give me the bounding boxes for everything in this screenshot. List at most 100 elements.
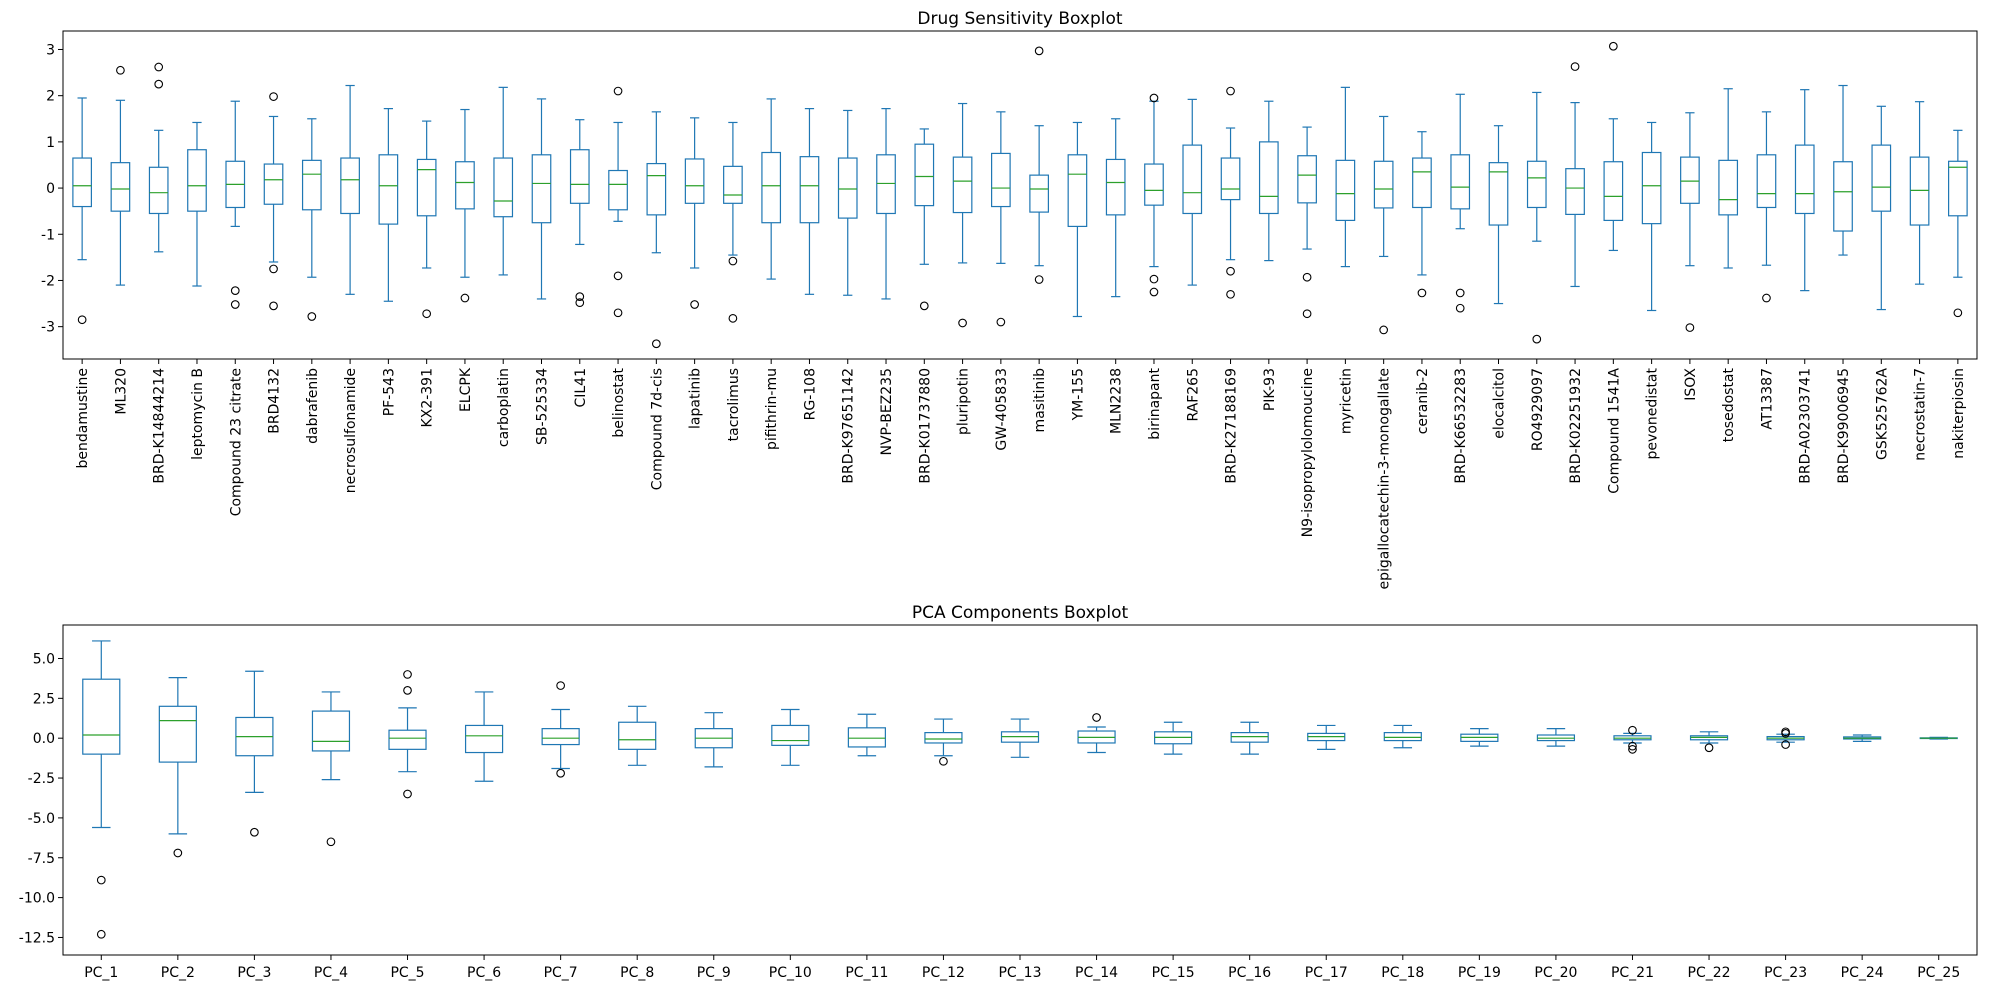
box-iqr — [1794, 144, 1815, 215]
x-tick-label: ISOX — [1683, 368, 1699, 401]
x-tick-label: PC_3 — [237, 965, 271, 981]
box-iqr — [799, 156, 820, 224]
y-tick-label: -12.5 — [19, 930, 55, 946]
outlier-point — [1608, 41, 1618, 51]
x-tick-label: dabrafenib — [305, 368, 321, 444]
outlier-point — [77, 315, 87, 325]
outlier-point — [1704, 743, 1714, 753]
x-tick-label: leptomycin B — [190, 368, 206, 460]
x-tick-label: BRD-A02303741 — [1798, 368, 1814, 484]
box-iqr — [1680, 156, 1700, 204]
box-iqr — [1488, 162, 1509, 226]
x-tick-label: PC_20 — [1534, 965, 1577, 981]
x-tick-label: PC_7 — [544, 965, 578, 981]
outlier-point — [403, 789, 412, 799]
drug-sensitivity-axes-frame — [62, 30, 1978, 360]
x-tick-label: bendamustine — [75, 368, 91, 469]
x-tick-label: necrosulfonamide — [343, 368, 359, 493]
box-iqr — [684, 158, 705, 204]
box-iqr — [723, 165, 743, 204]
box-iqr — [1412, 157, 1432, 209]
x-tick-label: PC_21 — [1611, 965, 1654, 981]
x-tick-label: BRD-K14844214 — [152, 368, 168, 484]
x-tick-label: PF-543 — [381, 368, 397, 416]
box-iqr — [187, 149, 207, 212]
x-tick-label: myricetin — [1338, 368, 1354, 434]
box-iqr — [455, 161, 475, 210]
outlier-point — [919, 301, 929, 311]
outlier-point — [1762, 293, 1771, 303]
outlier-point — [269, 301, 278, 311]
y-tick-label: 2 — [46, 89, 55, 105]
box-iqr — [72, 157, 92, 208]
outlier-point — [1149, 287, 1159, 297]
x-tick-label: PC_6 — [467, 965, 501, 981]
outlier-point — [1149, 93, 1159, 103]
x-tick-label: NVP-BEZ235 — [879, 368, 895, 456]
x-tick-label: PIK-93 — [1262, 368, 1278, 411]
pca-components-marks: -12.5 -10.0 -7.5 -5.0 -2.5 0.0 2.5 5.0 PC_1 PC_2 P… — [19, 640, 1960, 981]
box-iqr — [1948, 160, 1968, 217]
x-tick-label: AT13387 — [1759, 368, 1775, 430]
outlier-point — [1628, 741, 1637, 751]
outlier-point — [173, 848, 183, 858]
outlier-point — [613, 86, 623, 96]
box-iqr — [110, 162, 131, 212]
outlier-point — [1628, 725, 1637, 735]
x-tick-label: birinapant — [1147, 367, 1163, 439]
outlier-point — [1149, 274, 1159, 284]
outlier-point — [460, 293, 470, 303]
box-iqr — [1641, 151, 1662, 225]
x-tick-label: YM-155 — [1070, 368, 1086, 421]
x-tick-label: GW-405833 — [994, 368, 1010, 451]
box-iqr — [761, 151, 782, 224]
y-tick-label: -7.5 — [28, 851, 55, 867]
y-tick-label: 0.0 — [33, 731, 55, 747]
x-tick-label: ML320 — [113, 368, 129, 415]
x-tick-label: PC_10 — [769, 965, 812, 981]
x-tick-label: PC_8 — [620, 965, 654, 981]
outlier-point — [403, 686, 412, 695]
x-tick-label: PC_18 — [1381, 965, 1424, 981]
x-tick-label: PC_16 — [1228, 965, 1271, 981]
x-tick-label: BRD-K27188169 — [1224, 368, 1240, 484]
box-iqr — [1718, 159, 1739, 216]
x-tick-label: BRD-K66532283 — [1453, 368, 1469, 484]
box-iqr — [1565, 168, 1585, 216]
x-tick-label: GSK525762A — [1874, 368, 1890, 460]
x-tick-label: BRD-K02251932 — [1568, 368, 1584, 484]
y-tick-label: 3 — [46, 42, 55, 58]
outlier-point — [96, 875, 106, 885]
x-tick-label: SB-525334 — [535, 368, 551, 445]
outlier-point — [939, 756, 948, 766]
y-tick-label: -3 — [41, 320, 55, 336]
box-iqr — [263, 163, 284, 205]
box-iqr — [914, 143, 935, 207]
box-iqr — [1182, 144, 1203, 215]
x-tick-label: PC_14 — [1075, 965, 1118, 981]
x-tick-label: belinostat — [611, 367, 627, 437]
outlier-point — [728, 256, 738, 266]
x-tick-label: PC_15 — [1152, 965, 1195, 981]
x-tick-label: necrostatin-7 — [1913, 368, 1929, 461]
x-tick-label: ceranib-2 — [1415, 368, 1431, 434]
box-iqr — [1029, 174, 1049, 213]
outlier-point — [422, 309, 432, 319]
y-tick-label: 5.0 — [33, 651, 55, 667]
outlier-point — [1953, 308, 1963, 318]
x-tick-label: N9-isopropylolomoucine — [1300, 368, 1316, 537]
box-iqr — [608, 169, 628, 211]
y-tick-label: -1 — [41, 227, 55, 243]
x-tick-label: PC_5 — [390, 965, 424, 981]
y-tick-label: 2.5 — [33, 691, 55, 707]
outlier-point — [1302, 272, 1312, 282]
outlier-point — [230, 286, 240, 295]
box-iqr — [646, 162, 667, 216]
box-iqr — [464, 724, 504, 754]
x-tick-label: pluripotin — [956, 368, 972, 435]
outlier-point — [556, 681, 565, 690]
box-iqr — [569, 149, 590, 204]
outlier-point — [230, 300, 240, 309]
outlier-point — [1417, 288, 1427, 298]
